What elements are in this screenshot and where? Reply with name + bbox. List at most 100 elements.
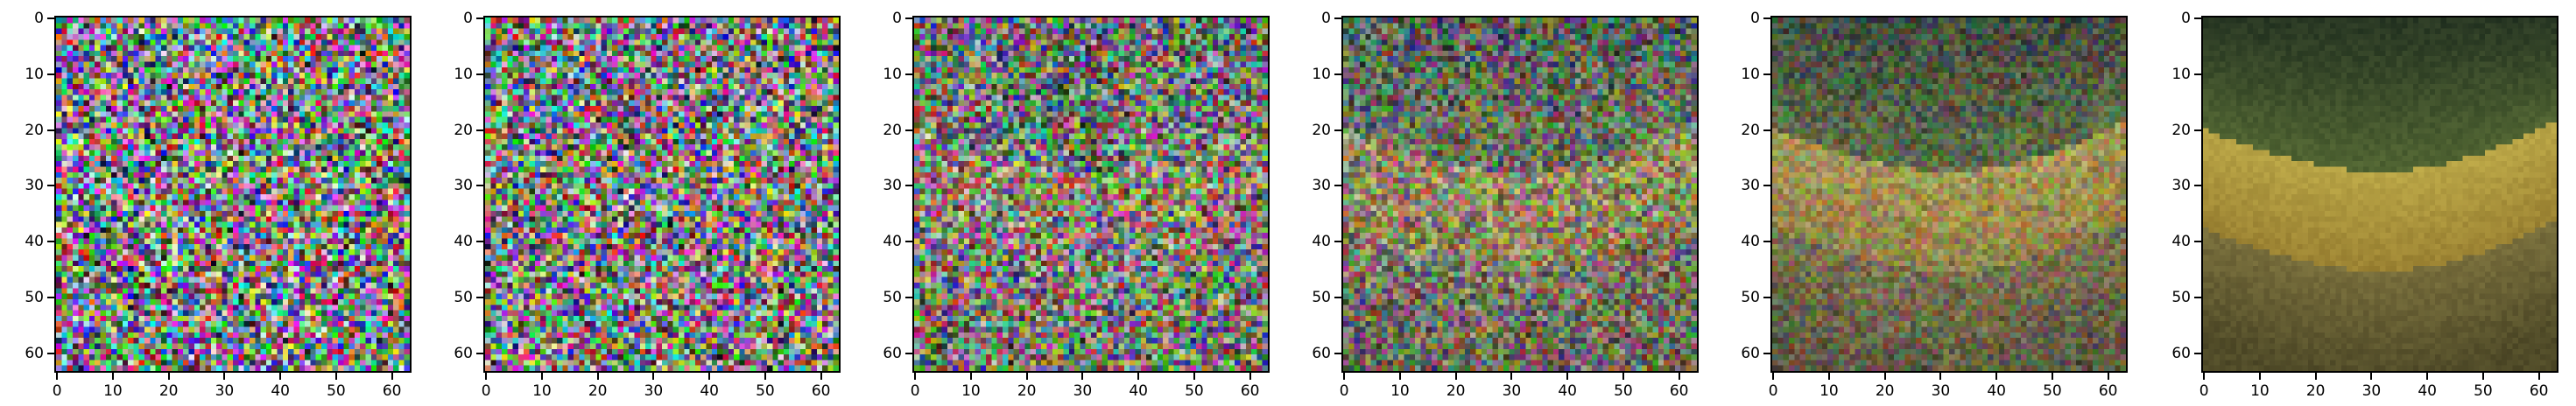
x-tick-label: 50: [2474, 382, 2493, 400]
y-tick-label: 50: [454, 288, 473, 306]
y-tick-mark: [2194, 73, 2201, 75]
x-tick-mark: [223, 373, 226, 380]
image-panel-1: 0 10 20 30 40 50 60 0 10 20 30 40 50 60: [0, 0, 420, 406]
image-plot-area: [2201, 16, 2558, 373]
y-tick-mark: [47, 129, 54, 131]
x-tick-label: 0: [481, 382, 491, 400]
image-plot-area: [483, 16, 841, 373]
y-tick-label: 20: [2171, 121, 2191, 139]
y-tick-mark: [1334, 352, 1341, 354]
y-tick-mark: [905, 185, 912, 187]
y-tick-mark: [476, 352, 483, 354]
y-tick-label: 50: [1312, 288, 1331, 306]
x-tick-label: 40: [271, 382, 290, 400]
x-tick-label: 10: [961, 382, 981, 400]
y-tick-mark: [905, 352, 912, 354]
image-plot-area: [1770, 16, 2128, 373]
y-tick-mark: [905, 18, 912, 20]
x-tick-label: 30: [1073, 382, 1093, 400]
x-tick-mark: [391, 373, 393, 380]
y-tick-label: 40: [2171, 233, 2191, 251]
x-tick-mark: [2370, 373, 2373, 380]
image-panel-6: 0 10 20 30 40 50 60 0 10 20 30 40 50 60: [2147, 0, 2567, 406]
x-tick-label: 60: [1240, 382, 1260, 400]
x-tick-mark: [1454, 373, 1457, 380]
generated-image: [914, 18, 1268, 371]
y-tick-mark: [476, 296, 483, 298]
y-tick-mark: [47, 73, 54, 75]
x-tick-label: 10: [2250, 382, 2270, 400]
x-tick-label: 40: [1558, 382, 1577, 400]
y-tick-label: 50: [1741, 288, 1760, 306]
y-tick-label: 30: [1741, 177, 1760, 195]
y-tick-label: 40: [883, 233, 902, 251]
x-tick-label: 0: [1768, 382, 1778, 400]
x-tick-label: 30: [2361, 382, 2382, 400]
x-tick-mark: [2537, 373, 2540, 380]
y-tick-mark: [905, 241, 912, 243]
y-tick-mark: [1763, 241, 1770, 243]
y-tick-label: 0: [1321, 10, 1331, 28]
x-tick-label: 0: [2199, 382, 2209, 400]
y-tick-mark: [1334, 241, 1341, 243]
y-tick-mark: [1763, 185, 1770, 187]
y-tick-label: 60: [1741, 344, 1760, 362]
x-tick-label: 20: [1446, 382, 1466, 400]
y-tick-mark: [476, 18, 483, 20]
y-tick-label: 20: [1741, 121, 1760, 139]
x-tick-mark: [1566, 373, 1569, 380]
x-tick-label: 30: [644, 382, 664, 400]
y-tick-mark: [2194, 296, 2201, 298]
y-tick-label: 0: [892, 10, 902, 28]
x-tick-label: 60: [1669, 382, 1689, 400]
y-tick-mark: [2194, 129, 2201, 131]
x-tick-mark: [1025, 373, 1028, 380]
x-tick-mark: [708, 373, 711, 380]
y-tick-mark: [476, 73, 483, 75]
image-panel-4: 0 10 20 30 40 50 60 0 10 20 30 40 50 60: [1287, 0, 1707, 406]
y-tick-mark: [905, 73, 912, 75]
image-panel-3: 0 10 20 30 40 50 60 0 10 20 30 40 50 60: [858, 0, 1278, 406]
y-tick-label: 40: [454, 233, 473, 251]
x-tick-mark: [1772, 373, 1775, 380]
y-tick-label: 0: [2181, 10, 2191, 28]
x-tick-label: 30: [1931, 382, 1951, 400]
x-tick-mark: [1622, 373, 1624, 380]
x-tick-label: 40: [1129, 382, 1148, 400]
y-tick-label: 60: [454, 344, 473, 362]
image-plot-area: [912, 16, 1270, 373]
y-tick-label: 10: [1741, 65, 1760, 83]
x-tick-label: 20: [1875, 382, 1895, 400]
y-tick-label: 10: [2171, 65, 2191, 83]
x-tick-label: 60: [382, 382, 402, 400]
x-tick-label: 30: [1502, 382, 1522, 400]
x-tick-mark: [764, 373, 766, 380]
x-tick-label: 10: [532, 382, 552, 400]
y-tick-mark: [2194, 241, 2201, 243]
y-tick-mark: [2194, 18, 2201, 20]
x-tick-label: 60: [2098, 382, 2118, 400]
image-plot-area: [54, 16, 412, 373]
y-tick-mark: [2194, 352, 2201, 354]
y-tick-label: 30: [2171, 177, 2191, 195]
y-tick-label: 60: [883, 344, 902, 362]
x-tick-mark: [167, 373, 170, 380]
x-tick-mark: [2426, 373, 2429, 380]
y-tick-label: 30: [883, 177, 902, 195]
y-tick-label: 20: [454, 121, 473, 139]
y-tick-label: 20: [25, 121, 44, 139]
x-tick-mark: [2107, 373, 2109, 380]
x-tick-mark: [969, 373, 972, 380]
y-tick-mark: [1763, 18, 1770, 20]
y-tick-label: 40: [25, 233, 44, 251]
x-tick-mark: [1678, 373, 1680, 380]
x-tick-label: 40: [2418, 382, 2437, 400]
y-tick-label: 60: [2171, 344, 2191, 362]
x-tick-mark: [652, 373, 655, 380]
x-tick-label: 60: [811, 382, 831, 400]
y-tick-mark: [1763, 73, 1770, 75]
y-tick-label: 60: [25, 344, 44, 362]
y-tick-mark: [1763, 129, 1770, 131]
y-tick-label: 0: [463, 10, 473, 28]
y-tick-mark: [47, 185, 54, 187]
